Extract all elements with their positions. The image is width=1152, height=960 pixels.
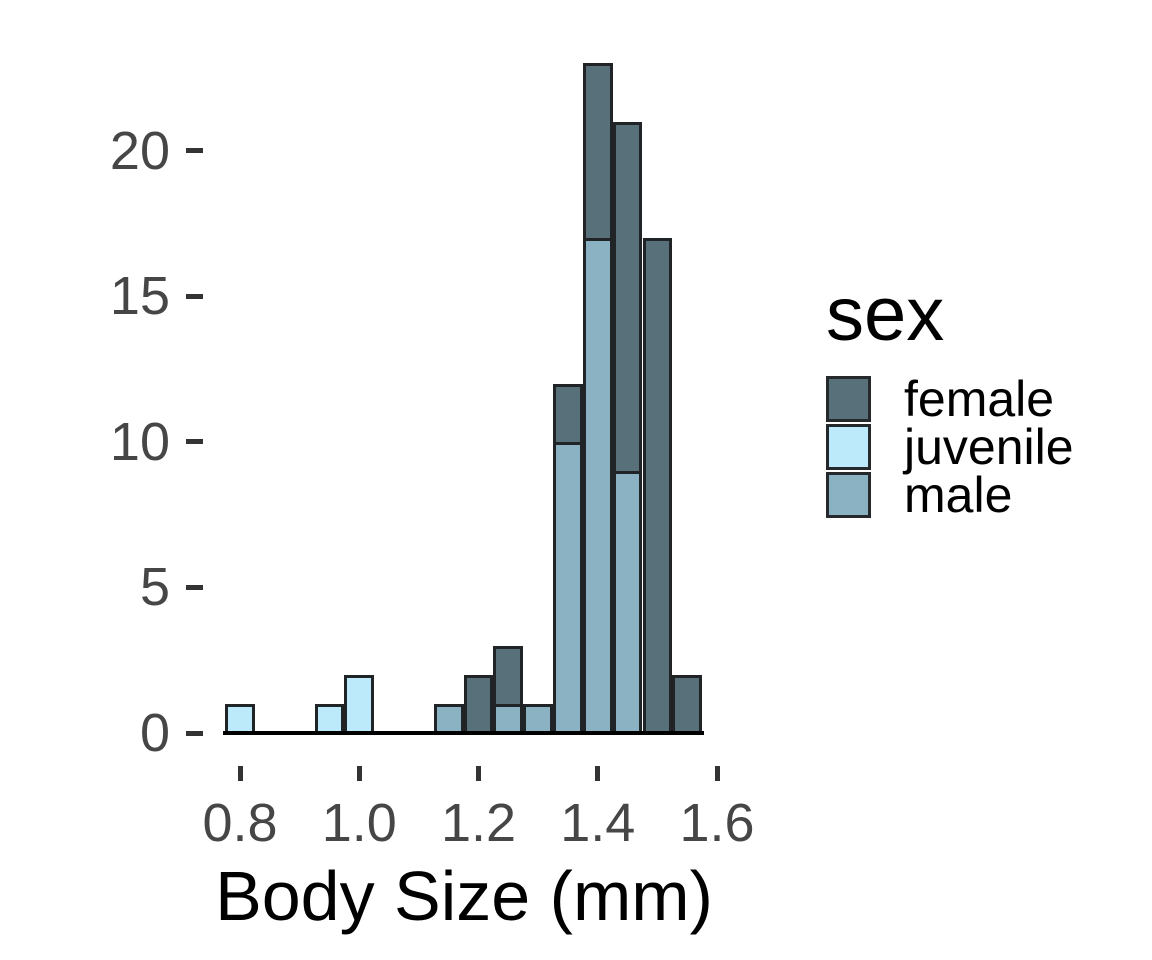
- x-axis-tick-label: 1.2: [440, 793, 517, 853]
- legend-item-label: juvenile: [904, 419, 1074, 475]
- x-axis-line: [223, 731, 705, 735]
- legend-item-female: female: [826, 371, 1074, 427]
- y-axis-tick-label: 0: [139, 703, 170, 763]
- histogram-bar-segment-female: [612, 121, 643, 474]
- histogram-bar-segment-juvenile: [344, 674, 375, 735]
- x-axis-tick: [237, 766, 243, 781]
- x-axis-tick-label: 1.6: [679, 793, 755, 853]
- y-axis-tick: [186, 730, 203, 736]
- legend-item-label: female: [904, 371, 1055, 427]
- histogram-bar-segment-female: [642, 238, 673, 735]
- histogram-bar-segment-female: [582, 63, 613, 241]
- histogram-bar-segment-male: [582, 238, 613, 735]
- x-axis-tick: [356, 766, 362, 781]
- legend-item-male: male: [826, 467, 1074, 523]
- legend-key-swatch-female: [826, 376, 871, 422]
- y-axis-tick-label: 5: [139, 557, 170, 618]
- legend-items: female juvenile male: [826, 371, 1074, 523]
- y-axis-tick-label: 15: [109, 266, 170, 327]
- legend-title: sex: [826, 272, 945, 357]
- histogram-bar-segment-female: [493, 645, 524, 707]
- y-axis-tick: [186, 439, 203, 445]
- x-axis-tick: [476, 766, 481, 781]
- y-axis-tick: [186, 584, 203, 590]
- histogram-bar-segment-male: [612, 470, 643, 735]
- histogram-bar-segment-male: [523, 703, 553, 735]
- y-axis-tick-label: 10: [109, 411, 170, 472]
- x-axis-title: Body Size (mm): [215, 857, 713, 935]
- histogram-bar-segment-female: [672, 674, 703, 735]
- y-axis-tick: [186, 148, 203, 154]
- histogram-bar-segment-female: [463, 674, 494, 735]
- legend: sex female juvenile male: [826, 272, 1074, 520]
- legend-item-label: male: [904, 467, 1013, 523]
- legend-key-swatch-male: [826, 472, 871, 518]
- x-axis-tick-label: 1.0: [321, 793, 397, 853]
- legend-key-swatch-juvenile: [826, 424, 871, 470]
- histogram-bar-segment-juvenile: [314, 703, 345, 735]
- legend-item-juvenile: juvenile: [826, 419, 1074, 475]
- histogram-bar-segment-male: [553, 441, 583, 735]
- x-axis-tick: [595, 766, 601, 781]
- y-axis-tick: [186, 293, 203, 299]
- y-axis-tick-label: 20: [109, 120, 170, 181]
- x-axis-tick-label: 1.4: [560, 793, 636, 853]
- histogram-bar-segment-female: [553, 383, 583, 445]
- x-axis-tick-label: 0.8: [202, 793, 278, 853]
- x-axis-tick: [714, 766, 720, 781]
